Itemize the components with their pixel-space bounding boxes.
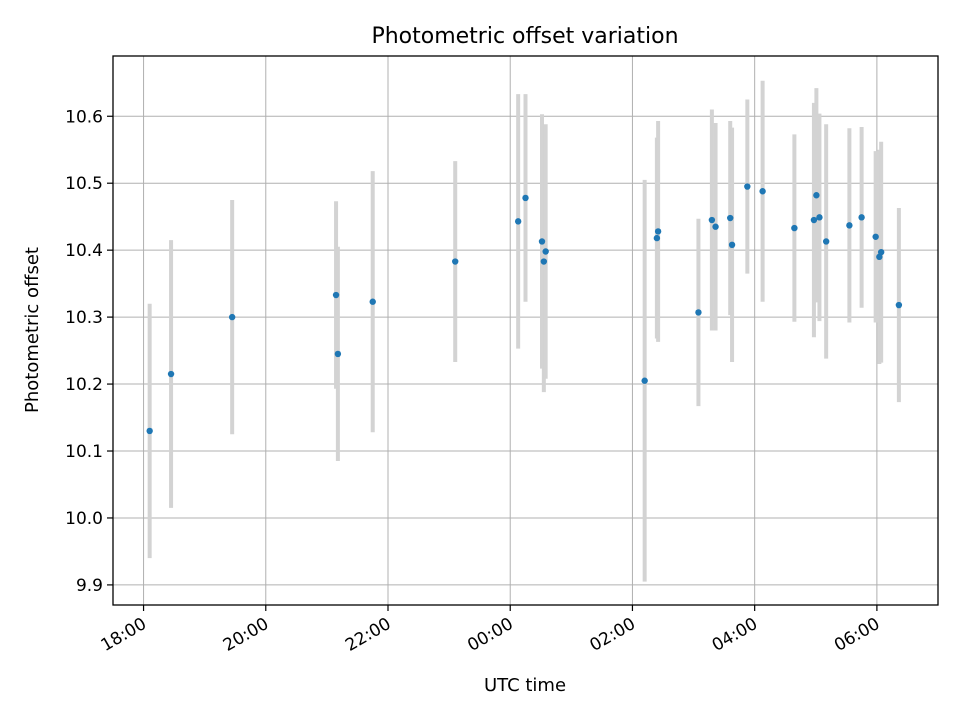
y-tick-label: 10.4 xyxy=(65,241,103,261)
y-tick-label: 10.6 xyxy=(65,107,103,127)
x-axis-ticks: 18:00 20:00 22:00 00:00 02:00 04:00 06:00 xyxy=(98,605,883,656)
data-point xyxy=(810,216,818,224)
data-point xyxy=(522,194,529,202)
x-tick-label: 06:00 xyxy=(831,614,883,656)
data-point xyxy=(759,188,766,195)
data-point xyxy=(895,301,903,309)
data-point xyxy=(712,223,719,230)
data-point xyxy=(813,192,820,199)
y-tick-label: 10.1 xyxy=(65,442,103,462)
data-point xyxy=(146,427,153,435)
data-points xyxy=(146,183,903,435)
data-point xyxy=(654,228,662,235)
data-point xyxy=(728,241,736,249)
data-point xyxy=(858,214,865,221)
data-point xyxy=(816,214,823,221)
data-point xyxy=(514,218,522,225)
data-point xyxy=(872,233,879,240)
y-tick-label: 10.0 xyxy=(65,509,103,529)
data-point xyxy=(744,183,751,190)
x-tick-label: 02:00 xyxy=(587,614,639,656)
y-tick-label: 10.2 xyxy=(65,375,103,395)
x-tick-label: 20:00 xyxy=(220,614,272,656)
data-point xyxy=(167,370,175,378)
y-axis-label: Photometric offset xyxy=(22,247,43,413)
data-point xyxy=(452,258,459,265)
y-axis-ticks: 9.9 10.0 10.1 10.2 10.3 10.4 10.5 10.6 xyxy=(65,107,113,596)
chart-title: Photometric offset variation xyxy=(371,24,678,49)
data-point xyxy=(641,377,648,384)
data-point xyxy=(695,309,702,316)
data-point xyxy=(369,298,376,305)
data-point xyxy=(540,258,548,265)
data-point xyxy=(791,224,798,232)
x-tick-label: 00:00 xyxy=(464,614,516,656)
error-bars xyxy=(147,80,901,582)
plot-area-frame xyxy=(112,55,939,606)
data-point xyxy=(653,234,661,242)
y-tick-label: 9.9 xyxy=(76,576,103,596)
data-point xyxy=(846,222,853,229)
data-point xyxy=(708,216,716,224)
data-point xyxy=(332,291,340,299)
x-tick-label: 22:00 xyxy=(342,614,394,656)
x-tick-label: 04:00 xyxy=(709,614,761,656)
y-tick-label: 10.5 xyxy=(65,174,103,194)
data-point xyxy=(727,214,734,222)
data-point xyxy=(334,350,342,358)
data-point xyxy=(822,238,830,245)
x-tick-label: 18:00 xyxy=(98,614,150,656)
data-point xyxy=(542,248,549,255)
y-tick-label: 10.3 xyxy=(65,308,103,328)
x-axis-label: UTC time xyxy=(484,675,566,696)
data-point xyxy=(877,248,885,256)
data-point xyxy=(228,313,236,321)
data-point xyxy=(538,238,546,245)
